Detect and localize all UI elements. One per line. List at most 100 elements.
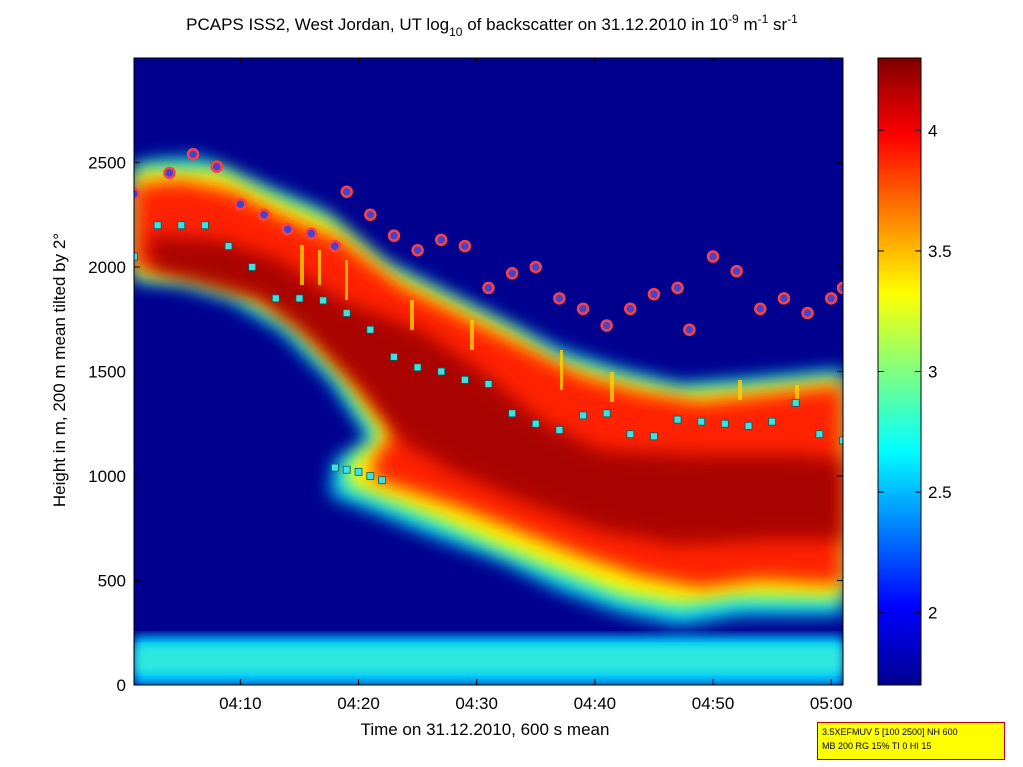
layer-top-point (600, 319, 613, 332)
y-tick-label: 1500 (88, 363, 126, 382)
layer-top-point (730, 264, 743, 278)
layer-top-point (624, 302, 637, 316)
cloud-base-point (508, 409, 517, 418)
layer-top-point (706, 250, 720, 263)
cloud-base-markers (134, 221, 843, 445)
colorbar-tick-label: 3 (928, 363, 937, 382)
x-tick-label: 04:50 (692, 694, 735, 713)
cloud-base-point (134, 252, 138, 261)
layer-top-point (482, 281, 495, 295)
lower-layer-markers (330, 463, 387, 485)
cloud-base-point (153, 221, 162, 230)
colorbar (877, 57, 922, 686)
colorbar-tick-label: 2 (928, 604, 937, 623)
x-tick-label: 04:40 (574, 694, 617, 713)
x-axis: 04:10 04:20 04:30 04:40 04:50 05:00 (219, 58, 852, 713)
layer-top-point (210, 160, 223, 173)
y-tick-label: 2000 (88, 258, 126, 277)
y-tick-label: 1000 (88, 467, 126, 486)
cloud-base-point (768, 417, 776, 426)
layer-top-point (824, 292, 838, 305)
layer-top-point (364, 208, 377, 221)
colorbar-tick-label: 4 (928, 121, 937, 140)
cloud-base-point (413, 363, 422, 372)
layer-top-point (281, 223, 294, 236)
cloud-base-point (697, 417, 706, 426)
colorbar-ticks: 2 2.5 3 3.5 4 (878, 121, 952, 623)
layer-top-point (553, 292, 566, 305)
cloud-base-point (673, 415, 682, 424)
cloud-base-point (224, 242, 233, 251)
cloud-base-point (555, 426, 564, 434)
cloud-base-point (744, 421, 753, 430)
cloud-base-point (720, 419, 729, 428)
layer-top-point (186, 147, 200, 161)
x-tick-label: 05:00 (810, 694, 853, 713)
lower-layer-point (342, 465, 351, 474)
layer-top-point (505, 267, 519, 280)
x-tick-label: 04:30 (455, 694, 498, 713)
cloud-base-point (791, 398, 800, 407)
layer-top-markers (134, 147, 843, 336)
cloud-base-point (342, 309, 351, 317)
cloud-base-point (390, 352, 398, 361)
chart-title: PCAPS ISS2, West Jordan, UT log10 of bac… (186, 12, 798, 39)
cloud-base-point (602, 409, 611, 418)
annotation-line-1: 3.5XEFMUV 5 [100 2500] NH 600 (822, 727, 958, 737)
annotation-line-2: MB 200 RG 15% TI 0 HI 15 (822, 741, 932, 751)
y-tick-label: 2500 (88, 154, 126, 173)
settings-annotation: 3.5XEFMUV 5 [100 2500] NH 600 MB 200 RG … (817, 722, 1005, 760)
layer-top-point (328, 239, 342, 253)
cloud-base-point (248, 263, 257, 271)
y-tick-label: 500 (98, 572, 126, 591)
layer-top-point (777, 292, 791, 305)
layer-top-point (134, 187, 141, 201)
cloud-base-point (815, 430, 824, 439)
layer-top-point (163, 166, 176, 180)
cloud-base-point (437, 367, 446, 376)
plot-area (134, 58, 843, 685)
cloud-base-point (177, 221, 186, 230)
lower-layer-point (330, 463, 339, 472)
layer-top-point (257, 208, 271, 221)
cloud-base-point (271, 294, 280, 303)
lower-layer-point (366, 472, 375, 480)
cloud-base-point (200, 221, 209, 230)
y-axis-label: Height in m, 200 m mean tilted by 2° (50, 233, 69, 507)
layer-top-point (683, 323, 696, 336)
layer-top-point (529, 260, 543, 274)
cloud-base-point (650, 432, 658, 441)
layer-top-point (234, 198, 247, 211)
layer-top-point (836, 281, 843, 295)
layer-top-point (411, 244, 424, 257)
layer-top-point (340, 185, 353, 199)
layer-top-point (576, 302, 590, 316)
cloud-base-point (626, 430, 635, 439)
layer-top-point (458, 239, 472, 253)
layer-top-point (305, 227, 318, 240)
cloud-base-point (366, 325, 375, 334)
cloud-base-point (531, 419, 540, 428)
colorbar-tick-label: 3.5 (928, 242, 952, 261)
cloud-base-point (484, 380, 493, 388)
layer-top-point (387, 229, 401, 242)
layer-top-point (671, 281, 684, 295)
cloud-base-point (460, 375, 469, 384)
colorbar-tick-label: 2.5 (928, 483, 952, 502)
cloud-base-point (839, 436, 843, 445)
layer-top-point (434, 233, 448, 247)
layer-top-point (647, 287, 661, 301)
layer-top-point (754, 302, 767, 316)
cloud-top-spikes (300, 245, 799, 405)
y-tick-label: 0 (117, 676, 126, 695)
cloud-base-point (579, 411, 587, 420)
cloud-base-point (319, 296, 327, 305)
y-axis: 0 500 1000 1500 2000 2500 (88, 154, 843, 695)
x-tick-label: 04:10 (219, 694, 262, 713)
cloud-base-point (295, 294, 304, 303)
x-tick-label: 04:20 (337, 694, 380, 713)
lower-layer-point (378, 476, 387, 485)
lower-layer-point (354, 467, 363, 476)
layer-top-point (801, 306, 814, 320)
